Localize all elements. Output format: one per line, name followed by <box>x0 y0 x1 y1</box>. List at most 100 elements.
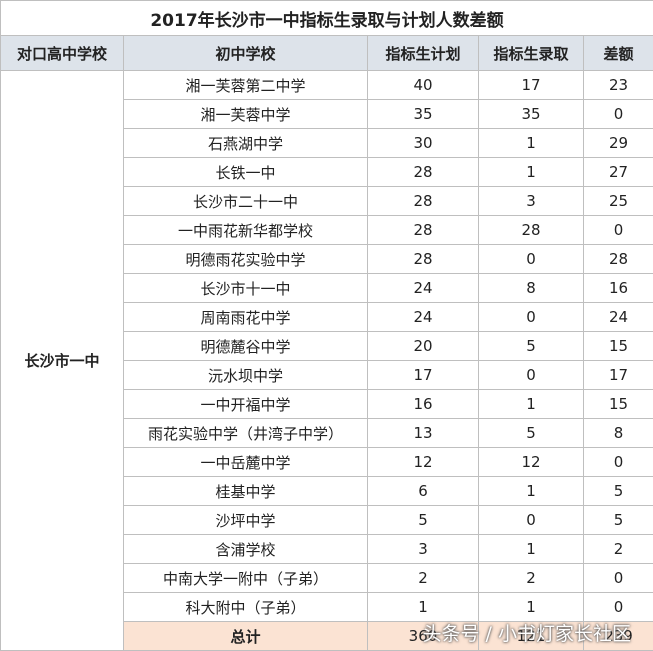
plan-count: 35 <box>367 99 479 129</box>
plan-count: 12 <box>367 447 479 477</box>
table-row: 明德雨花实验中学 28 0 28 <box>1 244 653 274</box>
admitted-count: 1 <box>478 592 584 622</box>
school-name: 一中岳麓中学 <box>123 447 368 477</box>
admitted-count: 1 <box>478 476 584 506</box>
plan-count: 28 <box>367 244 479 274</box>
table-row: 一中开福中学 16 1 15 <box>1 389 653 419</box>
difference: 17 <box>582 360 653 390</box>
difference: 27 <box>582 157 653 187</box>
plan-count: 40 <box>367 70 479 100</box>
difference: 0 <box>582 215 653 245</box>
admitted-count: 0 <box>478 244 584 274</box>
table-row: 一中岳麓中学 12 12 0 <box>1 447 653 477</box>
table-row: 湘一芙蓉中学 35 35 0 <box>1 99 653 129</box>
admitted-count: 28 <box>478 215 584 245</box>
school-name: 明德雨花实验中学 <box>123 244 368 274</box>
admitted-count: 1 <box>478 389 584 419</box>
admitted-count: 5 <box>478 418 584 448</box>
table-row: 周南雨花中学 24 0 24 <box>1 302 653 332</box>
difference: 0 <box>582 447 653 477</box>
total-row: 总计 360 121 239 <box>1 621 653 651</box>
school-name: 长沙市十一中 <box>123 273 368 303</box>
admitted-count: 35 <box>478 99 584 129</box>
admitted-count: 0 <box>478 360 584 390</box>
table-row: 一中雨花新华都学校 28 28 0 <box>1 215 653 245</box>
admitted-count: 1 <box>478 128 584 158</box>
admitted-count: 3 <box>478 186 584 216</box>
school-name: 沙坪中学 <box>123 505 368 535</box>
header-cell: 指标生计划 <box>367 35 479 71</box>
admitted-count: 1 <box>478 534 584 564</box>
school-name: 长铁一中 <box>123 157 368 187</box>
difference: 0 <box>582 99 653 129</box>
difference: 25 <box>582 186 653 216</box>
table-row: 石燕湖中学 30 1 29 <box>1 128 653 158</box>
school-name: 沅水坝中学 <box>123 360 368 390</box>
difference: 2 <box>582 534 653 564</box>
school-name: 石燕湖中学 <box>123 128 368 158</box>
school-name: 周南雨花中学 <box>123 302 368 332</box>
header-cell: 初中学校 <box>123 35 368 71</box>
plan-count: 5 <box>367 505 479 535</box>
school-name: 湘一芙蓉中学 <box>123 99 368 129</box>
admitted-count: 2 <box>478 563 584 593</box>
header-row: 对口高中学校 初中学校 指标生计划 指标生录取 差额 <box>0 35 653 71</box>
table-row: 沙坪中学 5 0 5 <box>1 505 653 535</box>
difference: 23 <box>582 70 653 100</box>
plan-count: 30 <box>367 128 479 158</box>
difference: 0 <box>582 592 653 622</box>
admitted-count: 0 <box>478 302 584 332</box>
school-name: 明德麓谷中学 <box>123 331 368 361</box>
school-name: 科大附中（子弟） <box>123 592 368 622</box>
difference: 5 <box>582 476 653 506</box>
school-name: 中南大学一附中（子弟） <box>123 563 368 593</box>
admitted-count: 0 <box>478 505 584 535</box>
header-cell: 对口高中学校 <box>0 35 124 71</box>
plan-count: 16 <box>367 389 479 419</box>
table-row: 含浦学校 3 1 2 <box>1 534 653 564</box>
plan-count: 13 <box>367 418 479 448</box>
header-cell: 指标生录取 <box>478 35 584 71</box>
school-name: 桂基中学 <box>123 476 368 506</box>
difference: 28 <box>582 244 653 274</box>
plan-count: 1 <box>367 592 479 622</box>
difference: 24 <box>582 302 653 332</box>
admitted-count: 12 <box>478 447 584 477</box>
difference: 5 <box>582 505 653 535</box>
table-row: 中南大学一附中（子弟） 2 2 0 <box>1 563 653 593</box>
school-name: 含浦学校 <box>123 534 368 564</box>
table-row: 长沙市二十一中 28 3 25 <box>1 186 653 216</box>
watermark: 头条号 / 小书灯家长社区 <box>422 623 631 645</box>
table-row: 长沙市一中 湘一芙蓉第二中学 40 17 23 <box>0 70 653 651</box>
plan-count: 2 <box>367 563 479 593</box>
header-cell: 差额 <box>582 35 653 71</box>
plan-count: 24 <box>367 273 479 303</box>
table-row: 科大附中（子弟） 1 1 0 <box>1 592 653 622</box>
school-name: 长沙市二十一中 <box>123 186 368 216</box>
plan-count: 28 <box>367 215 479 245</box>
plan-count: 17 <box>367 360 479 390</box>
total-value: 360 <box>367 621 479 651</box>
title-row: 2017年长沙市一中指标生录取与计划人数差额 <box>0 0 653 36</box>
admitted-count: 1 <box>478 157 584 187</box>
admitted-count: 17 <box>478 70 584 100</box>
school-name: 一中开福中学 <box>123 389 368 419</box>
table-row: 长铁一中 28 1 27 <box>1 157 653 187</box>
admitted-count: 5 <box>478 331 584 361</box>
school-name: 湘一芙蓉第二中学 <box>123 70 368 100</box>
plan-count: 6 <box>367 476 479 506</box>
difference: 15 <box>582 331 653 361</box>
total-label: 总计 <box>123 621 368 651</box>
high-school: 长沙市一中 <box>0 70 124 651</box>
difference: 15 <box>582 389 653 419</box>
table-title: 2017年长沙市一中指标生录取与计划人数差额 <box>0 0 653 36</box>
admitted-count: 8 <box>478 273 584 303</box>
difference: 29 <box>582 128 653 158</box>
plan-count: 3 <box>367 534 479 564</box>
table-row: 长沙市十一中 24 8 16 <box>1 273 653 303</box>
difference: 16 <box>582 273 653 303</box>
plan-count: 20 <box>367 331 479 361</box>
